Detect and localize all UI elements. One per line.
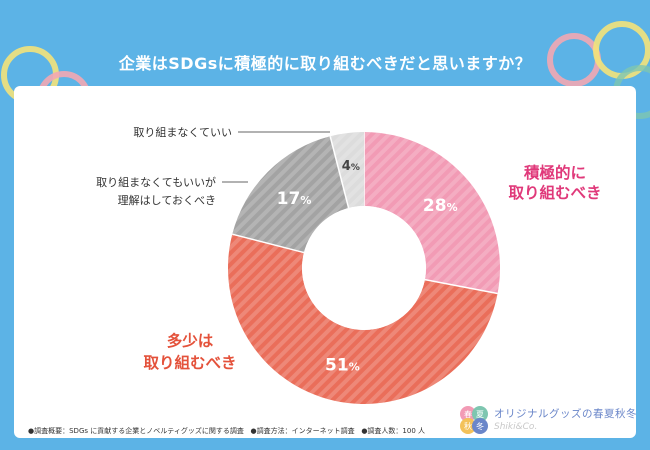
brand-logo: 春 夏 秋 冬 オリジナルグッズの春夏秋冬 Shiki&Co. (456, 402, 637, 436)
count-note: ●調査人数：100 人 (361, 427, 426, 435)
logo-char-1: 春 (464, 409, 472, 419)
logo-char-2: 夏 (476, 410, 484, 419)
value-number-1: 28 (423, 196, 447, 216)
value-unit-4: % (351, 163, 360, 173)
slice-separator-3 (232, 233, 305, 254)
donut-slice-texture-3 (232, 136, 349, 253)
value-number-3: 17 (277, 189, 301, 209)
brand-name: オリジナルグッズの春夏秋冬 (494, 408, 637, 420)
donut-hole (302, 206, 426, 330)
category-label-1-line-1: 積極的に (523, 163, 586, 182)
seasons-logo-icon: 春 夏 秋 冬 (460, 406, 488, 434)
value-label-4: 4% (342, 159, 360, 174)
category-label-3-line-1: 取り組まなくてもいいが (96, 175, 216, 189)
value-unit-2: % (349, 361, 360, 374)
footer-notes: ●調査概要：SDGs に貢献する企業とノベルティグッズに関する調査 ●調査方法：… (28, 426, 425, 436)
donut-slice-texture-2 (228, 234, 498, 404)
logo-char-4: 冬 (476, 421, 484, 431)
category-label-2-line-2: 取り組むべき (143, 353, 236, 372)
method-note: ●調査方法：インターネット調査 (250, 427, 355, 435)
value-unit-1: % (447, 201, 458, 214)
category-label-2-line-1: 多少は (167, 331, 214, 350)
value-label-3: 17% (277, 189, 312, 209)
value-number-2: 51 (325, 356, 349, 376)
slice-separator-2 (424, 278, 498, 295)
category-label-4-line-1: 取り組まなくていい (133, 126, 232, 139)
donut-slice-texture-1 (364, 132, 500, 294)
value-label-2: 51% (325, 356, 360, 376)
slice-separator-4 (329, 136, 350, 209)
donut-slice-texture-4 (330, 132, 364, 208)
survey-note: ●調査概要：SDGs に貢献する企業とノベルティグッズに関する調査 (28, 427, 244, 435)
brand-sub: Shiki&Co. (494, 422, 538, 432)
chart-title: 企業はSDGsに積極的に取り組むべきだと思いますか？ (118, 54, 532, 73)
value-label-1: 28% (423, 196, 458, 216)
category-label-3-line-2: 理解はしておくべき (118, 193, 216, 207)
logo-char-3: 秋 (464, 421, 472, 431)
value-unit-3: % (300, 194, 311, 207)
category-label-1-line-2: 取り組むべき (508, 183, 601, 202)
value-number-4: 4 (342, 159, 351, 174)
